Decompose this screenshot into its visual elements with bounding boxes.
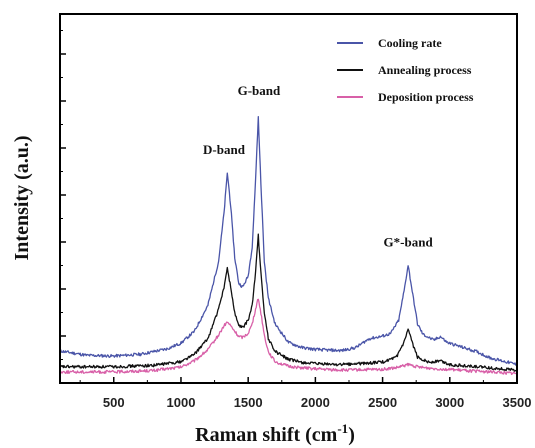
x-tick-label: 3500 bbox=[503, 395, 532, 410]
x-axis-title-superscript: -1 bbox=[337, 421, 348, 436]
x-tick-label: 2500 bbox=[368, 395, 397, 410]
x-tick-label: 2000 bbox=[301, 395, 330, 410]
series-line-annealing-process bbox=[59, 233, 518, 372]
y-axis-ticks bbox=[60, 30, 66, 360]
legend-label-deposition-process: Deposition process bbox=[378, 90, 474, 104]
legend-label-annealing-process: Annealing process bbox=[378, 63, 472, 77]
plot-frame bbox=[59, 13, 518, 384]
annotation-g-band: G-band bbox=[238, 83, 281, 98]
x-axis-ticks: 500 1000 1500 2000 2500 3000 3500 bbox=[79, 377, 532, 410]
series-line-deposition-process bbox=[59, 298, 518, 376]
x-tick-label: 1000 bbox=[167, 395, 196, 410]
series-line-cooling-rate bbox=[59, 115, 518, 366]
annotation-d-band: D-band bbox=[203, 142, 246, 157]
legend: Cooling rate Annealing process Depositio… bbox=[337, 36, 474, 104]
legend-label-cooling-rate: Cooling rate bbox=[378, 36, 442, 50]
annotation-g-band: G*-band bbox=[384, 234, 434, 249]
band-annotations: D-band G-band G*-band bbox=[203, 83, 433, 249]
x-tick-label: 3000 bbox=[435, 395, 464, 410]
x-tick-label: 1500 bbox=[234, 395, 263, 410]
x-tick-label: 500 bbox=[103, 395, 125, 410]
plot-series bbox=[59, 115, 518, 376]
y-axis-title: Intensity (a.u.) bbox=[11, 135, 33, 260]
x-axis-title: Raman shift (cm-1) bbox=[195, 421, 355, 446]
